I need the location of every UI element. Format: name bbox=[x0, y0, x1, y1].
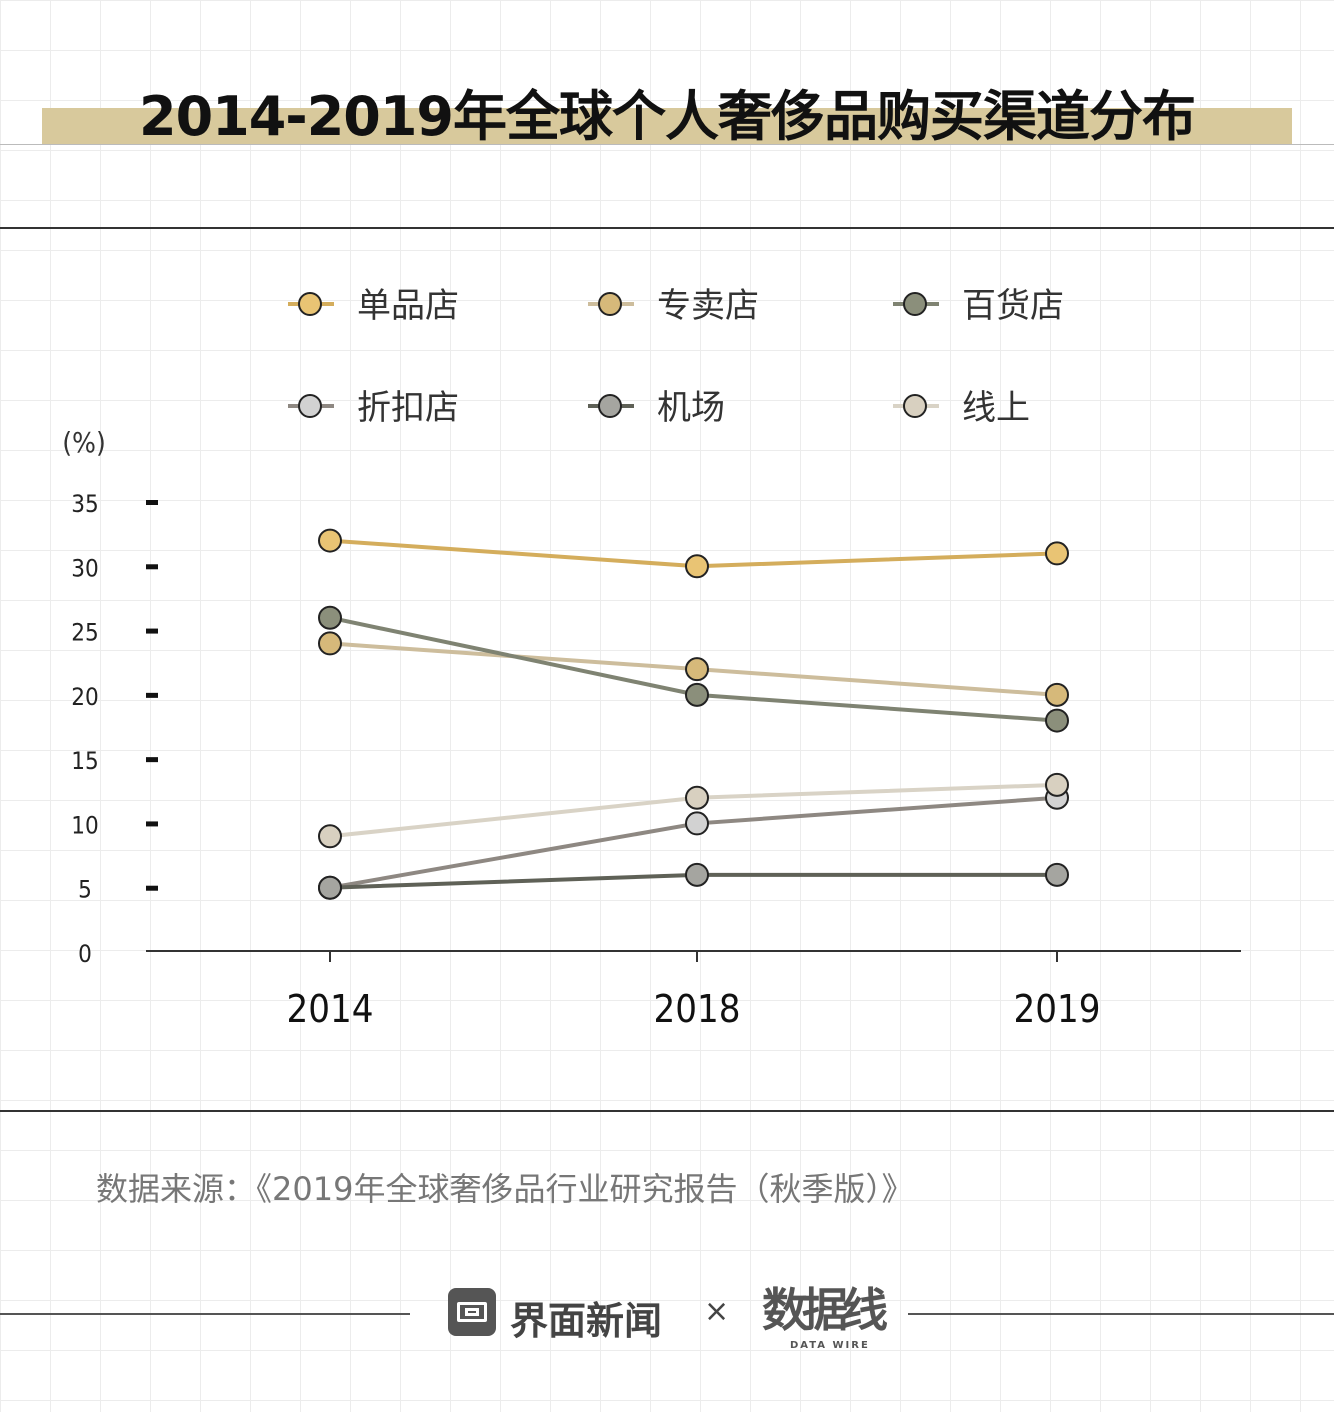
x-axis: 2014 2018 2019 bbox=[146, 950, 1241, 1031]
legend-item: 线上 bbox=[893, 388, 1030, 428]
brand-separator: × bbox=[704, 1294, 730, 1329]
y-tick-label: 30 bbox=[71, 554, 98, 582]
footer-divider bbox=[0, 1110, 1334, 1112]
legend-marker bbox=[903, 292, 927, 316]
footer-line-right bbox=[908, 1313, 1334, 1315]
y-tick-label: 10 bbox=[71, 811, 98, 839]
legend-marker bbox=[598, 394, 622, 418]
data-point bbox=[685, 811, 709, 836]
y-tick-label: 35 bbox=[71, 490, 98, 518]
title-highlight-band bbox=[42, 108, 1292, 144]
brand-jiemian: 界面新闻 bbox=[510, 1299, 663, 1343]
y-tick-mark bbox=[146, 564, 158, 570]
data-point bbox=[1045, 541, 1069, 566]
x-tick-label: 2018 bbox=[654, 987, 741, 1031]
y-tick-label: 15 bbox=[71, 747, 98, 775]
brand-datawire-sub: DATA WIRE bbox=[790, 1340, 870, 1351]
data-point bbox=[1045, 708, 1069, 733]
x-tick-label: 2019 bbox=[1014, 987, 1101, 1031]
data-point bbox=[318, 528, 342, 553]
legend-label: 百货店 bbox=[962, 286, 1064, 326]
brand-datawire: 数据线 bbox=[762, 1283, 888, 1337]
legend-item: 百货店 bbox=[893, 286, 1064, 326]
data-point bbox=[318, 605, 342, 630]
legend-marker bbox=[903, 394, 927, 418]
y-tick-label: 0 bbox=[78, 940, 92, 968]
legend-item: 机场 bbox=[588, 388, 725, 428]
legend-label: 折扣店 bbox=[357, 388, 459, 428]
data-point bbox=[318, 631, 342, 656]
y-tick-mark bbox=[146, 500, 158, 505]
y-tick-label: 25 bbox=[71, 619, 98, 647]
legend-item: 单品店 bbox=[288, 286, 459, 326]
data-point bbox=[685, 682, 709, 707]
header-divider bbox=[0, 227, 1334, 229]
datawire-logo: 数据线 DATA WIRE bbox=[762, 1274, 892, 1354]
legend-marker bbox=[598, 292, 622, 316]
legend-item: 专卖店 bbox=[588, 286, 759, 326]
series-points bbox=[318, 528, 1069, 900]
legend-label: 专卖店 bbox=[657, 286, 759, 326]
y-axis: (%) 0 5 10 15 20 25 30 35 bbox=[62, 426, 158, 968]
data-point bbox=[685, 657, 709, 682]
x-tick-label: 2014 bbox=[287, 987, 374, 1031]
data-point bbox=[685, 554, 709, 579]
y-tick-label: 5 bbox=[78, 876, 92, 904]
data-source: 数据来源：《2019年全球奢侈品行业研究报告（秋季版）》 bbox=[96, 1170, 914, 1208]
jiemian-logo-icon bbox=[448, 1288, 496, 1336]
data-point bbox=[685, 785, 709, 810]
footer-line-left bbox=[0, 1313, 410, 1315]
legend-label: 单品店 bbox=[357, 286, 459, 326]
legend-item: 折扣店 bbox=[288, 388, 459, 428]
data-point bbox=[685, 862, 709, 887]
y-axis-label: (%) bbox=[62, 426, 106, 459]
y-tick-mark bbox=[146, 757, 158, 763]
data-point bbox=[318, 875, 342, 900]
y-tick-label: 20 bbox=[71, 683, 98, 711]
y-tick-mark bbox=[146, 821, 158, 827]
page-title: 2014-2019年全球个人奢侈品购买渠道分布 bbox=[139, 85, 1196, 148]
legend-label: 机场 bbox=[657, 388, 725, 428]
series-lines bbox=[329, 538, 1058, 890]
data-point bbox=[1045, 682, 1069, 707]
data-point bbox=[318, 824, 342, 849]
y-tick-mark bbox=[146, 692, 158, 698]
data-point bbox=[1045, 862, 1069, 887]
y-tick-mark bbox=[146, 885, 158, 891]
legend-label: 线上 bbox=[962, 388, 1030, 428]
legend-marker bbox=[298, 394, 322, 418]
data-point bbox=[1045, 772, 1069, 797]
title-underline bbox=[0, 144, 1334, 145]
legend-marker bbox=[298, 292, 322, 316]
y-tick-mark bbox=[146, 628, 158, 634]
